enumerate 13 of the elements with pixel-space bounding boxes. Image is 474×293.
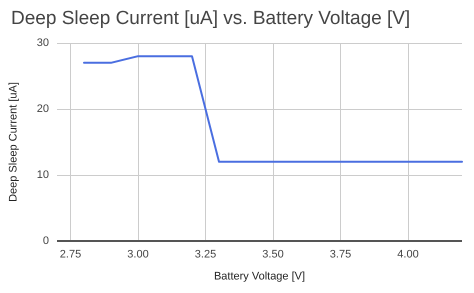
x-tick-label: 3.75 [330, 248, 352, 260]
x-tick-label: 3.00 [127, 248, 149, 260]
y-tick-label: 0 [42, 235, 49, 247]
x-tick-label: 4.00 [397, 248, 419, 260]
y-axis-title: Deep Sleep Current [uA] [8, 82, 20, 202]
x-tick-label: 3.25 [194, 248, 216, 260]
x-tick-label: 3.50 [262, 248, 284, 260]
y-tick-label: 20 [36, 103, 49, 115]
chart-title: Deep Sleep Current [uA] vs. Battery Voltage [V] [11, 8, 410, 29]
x-axis-title: Battery Voltage [V] [214, 270, 306, 282]
x-tick-label: 2.75 [60, 248, 82, 260]
y-tick-label: 10 [36, 169, 49, 181]
y-tick-label: 30 [36, 37, 49, 49]
